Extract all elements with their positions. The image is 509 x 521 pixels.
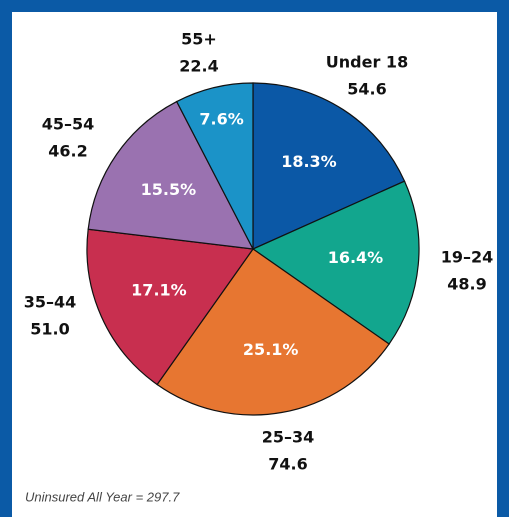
category-label: 19–24 [441,248,494,267]
pie-slice [252,82,406,250]
pie-slice [87,100,255,250]
category-label: 35–44 [24,293,77,312]
category-label: Under 18 [326,53,408,72]
footnote: Uninsured All Year = 297.7 [25,489,180,504]
slice-label: 17.1% [131,280,187,299]
slice-label: 15.5% [141,180,197,199]
count-label: 48.9 [447,275,486,294]
category-label: 55+ [181,30,217,49]
slice-label: 25.1% [243,340,299,359]
pie-slice [175,82,254,250]
count-label: 74.6 [268,455,307,474]
count-label: 46.2 [48,142,87,161]
count-label: 54.6 [347,80,386,99]
pie-slice [156,248,390,416]
count-label: 22.4 [179,57,218,76]
pie-slice [86,228,255,386]
slice-label: 18.3% [281,152,337,171]
category-label: 25–34 [262,428,315,447]
count-label: 51.0 [30,320,69,339]
slice-label: 7.6% [199,109,243,128]
category-label: 45–54 [42,115,95,134]
slice-label: 16.4% [328,248,384,267]
pie-slice [251,180,420,345]
